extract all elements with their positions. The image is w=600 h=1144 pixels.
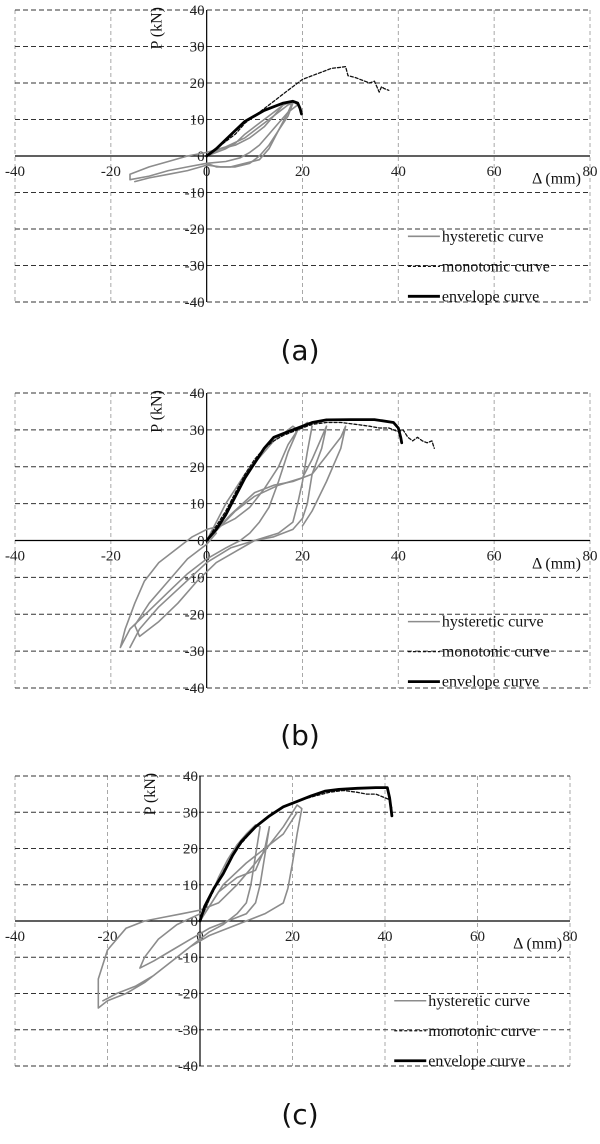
legend-label: envelope curve <box>428 1053 525 1070</box>
x-tick-label: 60 <box>470 929 485 945</box>
legend-label: envelope curve <box>442 288 539 305</box>
y-tick-label: 0 <box>197 534 205 550</box>
y-tick-label: 20 <box>190 76 205 92</box>
x-axis-title: Δ (mm) <box>532 555 581 572</box>
y-axis-title: P (kN) <box>149 390 166 433</box>
chart-panel-2: -40 -20 0 20 40 60 80 -40 -30 -20 -10 0 10 20 30 40 P (k… <box>5 386 598 697</box>
legend-label: hysteretic curve <box>428 993 530 1010</box>
series-line-hysteretic-curve <box>205 100 294 168</box>
series-line-hysteretic-curve <box>199 811 298 922</box>
y-tick-label: -40 <box>178 1059 198 1075</box>
y-tick-label: 40 <box>190 3 205 19</box>
x-tick-label: 40 <box>391 164 406 180</box>
x-tick-label: 0 <box>203 164 211 180</box>
legend-label: hysteretic curve <box>442 228 544 245</box>
x-tick-label: 40 <box>378 929 393 945</box>
x-tick-label: 80 <box>583 164 598 180</box>
x-tick-label: 40 <box>391 549 406 565</box>
panel-caption: (c) <box>281 1098 318 1131</box>
y-tick-label: -30 <box>185 259 205 275</box>
panel-caption: (b) <box>280 719 320 752</box>
panel-caption: (a) <box>280 334 319 367</box>
series-line-hysteretic-curve <box>134 425 328 638</box>
legend-label: monotonic curve <box>442 258 550 275</box>
legend-label: monotonic curve <box>428 1023 536 1040</box>
y-tick-label: 20 <box>183 842 198 858</box>
y-tick-label: 30 <box>190 423 205 439</box>
y-tick-label: 10 <box>190 497 205 513</box>
y-tick-label: 30 <box>190 40 205 56</box>
y-tick-label: 10 <box>183 878 198 894</box>
y-tick-label: -10 <box>178 950 198 966</box>
legend-label: monotonic curve <box>442 644 550 661</box>
series-line-monotonic-curve <box>206 421 435 542</box>
y-tick-label: 40 <box>183 769 198 785</box>
series-line-hysteretic-curve <box>139 826 271 969</box>
chart-panel-3: -40 -20 0 20 40 60 80 -40 -30 -20 -10 0 10 20 30 40 P (k… <box>5 769 578 1075</box>
series-line-hysteretic-curve <box>119 421 313 649</box>
y-tick-label: -10 <box>185 186 205 202</box>
x-tick-label: -20 <box>101 164 121 180</box>
series-line-envelope-curve <box>205 418 404 542</box>
x-tick-label: -20 <box>98 929 118 945</box>
y-tick-label: 40 <box>190 386 205 402</box>
y-tick-label: -30 <box>178 1023 198 1039</box>
y-axis-title: P (kN) <box>149 7 166 50</box>
y-tick-label: -10 <box>185 570 205 586</box>
x-axis-title: Δ (mm) <box>513 935 562 952</box>
x-tick-label: 60 <box>487 164 502 180</box>
y-tick-label: -40 <box>185 681 205 697</box>
y-tick-label: -20 <box>178 987 198 1003</box>
y-tick-label: 10 <box>190 113 205 129</box>
y-tick-label: -40 <box>185 295 205 311</box>
y-tick-label: 0 <box>191 914 199 930</box>
series-line-envelope-curve <box>198 786 394 923</box>
chart-panel-1: -40 -20 0 20 40 60 80 -40 -30 -20 -10 0 10 20 30 40 P (k… <box>5 3 598 311</box>
y-tick-label: -30 <box>185 644 205 660</box>
legend-label: hysteretic curve <box>442 614 544 631</box>
x-tick-label: -40 <box>5 929 25 945</box>
series-line-monotonic-curve <box>199 789 393 922</box>
x-tick-label: -40 <box>5 549 25 565</box>
y-tick-label: -20 <box>185 607 205 623</box>
x-tick-label: 20 <box>295 549 310 565</box>
x-tick-label: 0 <box>196 929 204 945</box>
legend-label: envelope curve <box>442 674 539 691</box>
x-tick-label: 20 <box>285 929 300 945</box>
y-tick-label: 20 <box>190 460 205 476</box>
x-tick-label: 60 <box>487 549 502 565</box>
x-tick-label: 0 <box>203 549 211 565</box>
series-line-hysteretic-curve <box>97 804 303 1009</box>
y-tick-label: -20 <box>185 222 205 238</box>
series-line-hysteretic-curve <box>129 100 299 183</box>
x-axis-title: Δ (mm) <box>532 171 581 188</box>
y-tick-label: 0 <box>197 149 205 165</box>
y-axis-title: P (kN) <box>142 773 159 816</box>
x-tick-label: 80 <box>583 549 598 565</box>
series-line-hysteretic-curve <box>205 425 347 542</box>
y-tick-label: 30 <box>183 805 198 821</box>
x-tick-label: 20 <box>295 164 310 180</box>
x-tick-label: -20 <box>101 549 121 565</box>
x-tick-label: -40 <box>5 164 25 180</box>
series-line-envelope-curve <box>205 99 303 158</box>
x-tick-label: 80 <box>563 929 578 945</box>
